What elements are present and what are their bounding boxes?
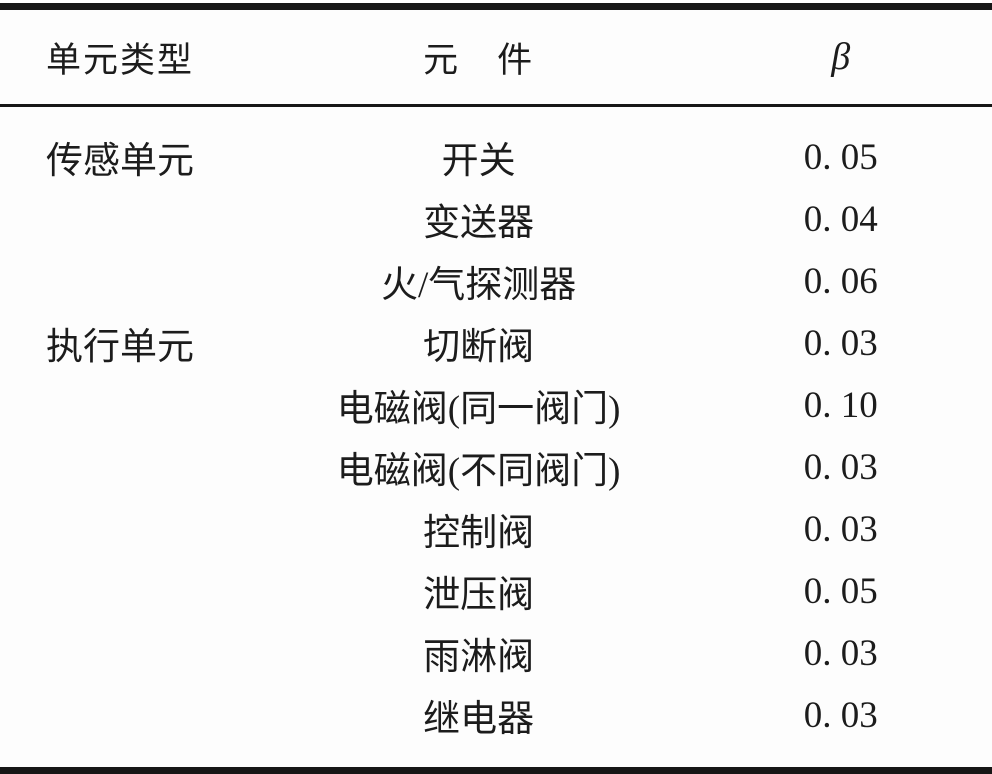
header-row: 单元类型 元 件 β — [0, 6, 992, 107]
cell-beta: 0. 05 — [803, 570, 878, 612]
cell-component: 火/气探测器 — [380, 265, 577, 306]
cell-beta: 0. 03 — [803, 508, 878, 550]
cell-unit-type — [0, 684, 268, 771]
header-beta-symbol: β — [689, 6, 992, 107]
cell-beta: 0. 03 — [803, 446, 878, 488]
cell-beta: 0. 03 — [803, 694, 878, 736]
table-row: 传感单元 开关 0. 05 — [0, 106, 992, 189]
cell-beta: 0. 03 — [803, 632, 878, 674]
table-row: 雨淋阀 0. 03 — [0, 622, 992, 684]
cell-beta: 0. 10 — [803, 384, 878, 426]
cell-unit-type — [0, 436, 268, 498]
table-row: 控制阀 0. 03 — [0, 498, 992, 560]
cell-component: 开关 — [441, 141, 516, 182]
cell-component: 电磁阀(不同阀门) — [336, 451, 621, 492]
cell-component: 泄压阀 — [423, 575, 535, 616]
cell-unit-type — [0, 498, 268, 560]
table-row: 变送器 0. 04 — [0, 188, 992, 250]
cell-unit-type — [0, 250, 268, 312]
cell-unit-type — [0, 560, 268, 622]
beta-factor-table: 单元类型 元 件 β 传感单元 开关 0. 05 变送器 0. 04 火/气探测… — [0, 3, 992, 774]
table-row: 泄压阀 0. 05 — [0, 560, 992, 622]
table-header: 单元类型 元 件 β — [0, 6, 992, 107]
cell-unit-type — [0, 622, 268, 684]
cell-component: 继电器 — [423, 699, 535, 740]
cell-component: 切断阀 — [423, 327, 535, 368]
cell-beta: 0. 03 — [803, 322, 878, 364]
cell-beta: 0. 04 — [803, 198, 878, 240]
cell-beta: 0. 05 — [803, 136, 878, 178]
table-row: 火/气探测器 0. 06 — [0, 250, 992, 312]
cell-component: 电磁阀(同一阀门) — [336, 389, 621, 430]
cell-component: 变送器 — [423, 203, 535, 244]
cell-unit-type: 传感单元 — [46, 141, 194, 182]
cell-unit-type — [0, 374, 268, 436]
table-row: 继电器 0. 03 — [0, 684, 992, 771]
header-unit-type: 单元类型 — [0, 6, 268, 107]
table-row: 电磁阀(不同阀门) 0. 03 — [0, 436, 992, 498]
table-row: 电磁阀(同一阀门) 0. 10 — [0, 374, 992, 436]
cell-component: 雨淋阀 — [423, 637, 535, 678]
cell-beta: 0. 06 — [803, 260, 878, 302]
table-row: 执行单元 切断阀 0. 03 — [0, 312, 992, 374]
table-body: 传感单元 开关 0. 05 变送器 0. 04 火/气探测器 0. 06 执行单… — [0, 106, 992, 771]
cell-unit-type — [0, 188, 268, 250]
cell-component: 控制阀 — [423, 513, 535, 554]
cell-unit-type: 执行单元 — [46, 327, 194, 368]
header-component: 元 件 — [267, 6, 690, 107]
